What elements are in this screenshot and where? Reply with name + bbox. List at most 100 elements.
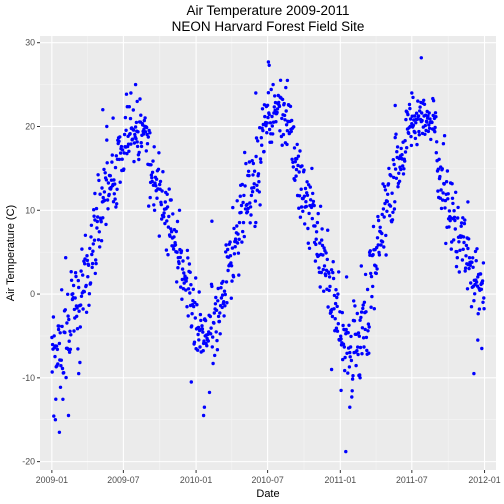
data-point bbox=[280, 143, 284, 147]
data-point bbox=[334, 288, 338, 292]
data-point bbox=[265, 121, 269, 125]
data-point bbox=[222, 289, 227, 293]
data-point bbox=[299, 187, 303, 191]
data-point bbox=[85, 254, 89, 258]
data-point bbox=[275, 107, 280, 111]
data-point bbox=[469, 305, 474, 309]
data-point bbox=[411, 95, 415, 100]
data-point bbox=[284, 109, 288, 113]
data-point bbox=[318, 241, 322, 245]
data-point bbox=[460, 258, 465, 262]
data-point bbox=[52, 414, 56, 418]
data-point bbox=[223, 292, 227, 297]
data-point bbox=[252, 182, 256, 186]
data-point bbox=[308, 185, 312, 189]
data-point bbox=[423, 132, 427, 136]
data-point bbox=[474, 259, 478, 263]
data-point bbox=[388, 204, 393, 208]
data-point bbox=[95, 219, 100, 224]
data-point bbox=[177, 261, 181, 266]
data-point bbox=[390, 218, 395, 222]
data-point bbox=[481, 261, 486, 265]
data-point bbox=[137, 157, 141, 162]
data-point bbox=[452, 215, 457, 219]
data-point bbox=[228, 254, 233, 258]
data-point bbox=[255, 183, 259, 187]
data-point bbox=[128, 132, 132, 136]
data-point bbox=[52, 334, 56, 338]
data-point bbox=[93, 271, 98, 276]
data-point bbox=[71, 283, 76, 288]
data-point bbox=[101, 195, 105, 200]
data-point bbox=[207, 390, 212, 395]
data-point bbox=[113, 165, 118, 170]
data-point bbox=[476, 338, 480, 342]
data-point bbox=[265, 103, 270, 108]
data-point bbox=[472, 371, 476, 376]
data-point bbox=[384, 253, 388, 257]
data-point bbox=[461, 235, 466, 239]
data-point bbox=[270, 114, 274, 119]
data-point bbox=[138, 97, 142, 101]
data-point bbox=[260, 107, 265, 111]
data-point bbox=[216, 286, 220, 291]
data-point bbox=[326, 228, 330, 232]
data-point bbox=[66, 314, 70, 318]
data-point bbox=[180, 297, 184, 301]
data-point bbox=[89, 223, 94, 227]
data-point bbox=[420, 118, 424, 123]
data-point bbox=[91, 242, 96, 246]
data-point bbox=[91, 249, 95, 253]
data-point bbox=[166, 225, 171, 229]
data-point bbox=[229, 296, 233, 300]
data-point bbox=[139, 144, 144, 149]
data-point bbox=[283, 118, 287, 122]
data-point bbox=[465, 287, 470, 291]
data-point bbox=[248, 201, 252, 205]
data-point bbox=[301, 209, 305, 213]
data-point bbox=[175, 250, 179, 254]
data-point bbox=[102, 190, 107, 194]
data-point bbox=[160, 217, 164, 221]
data-point bbox=[416, 114, 421, 118]
data-point bbox=[219, 286, 223, 290]
data-point bbox=[210, 284, 214, 289]
data-point bbox=[383, 188, 388, 192]
data-point bbox=[196, 332, 200, 337]
data-point bbox=[284, 85, 288, 90]
data-point bbox=[297, 170, 301, 174]
data-point bbox=[456, 216, 460, 220]
data-point bbox=[125, 151, 129, 156]
data-point bbox=[428, 117, 432, 121]
data-point bbox=[288, 104, 293, 109]
data-point bbox=[393, 135, 397, 140]
data-point bbox=[154, 177, 159, 181]
data-point bbox=[97, 178, 101, 183]
data-point bbox=[273, 94, 277, 98]
data-point bbox=[450, 196, 455, 200]
x-tick-label: 2009-01 bbox=[36, 475, 68, 485]
data-point bbox=[357, 334, 361, 338]
data-point bbox=[298, 215, 303, 219]
data-point bbox=[392, 162, 396, 167]
data-point bbox=[368, 249, 372, 253]
data-point bbox=[259, 160, 263, 164]
data-point bbox=[411, 123, 416, 128]
data-point bbox=[112, 192, 117, 196]
data-point bbox=[63, 256, 68, 260]
data-point bbox=[186, 287, 191, 291]
data-point bbox=[76, 347, 80, 351]
data-point bbox=[57, 341, 62, 346]
data-point bbox=[417, 129, 421, 134]
data-point bbox=[463, 266, 468, 270]
data-point bbox=[261, 128, 265, 133]
data-point bbox=[331, 276, 336, 281]
data-point bbox=[453, 218, 457, 223]
data-point bbox=[397, 156, 401, 161]
data-point bbox=[330, 314, 335, 319]
data-point bbox=[363, 327, 367, 332]
data-point bbox=[84, 310, 89, 314]
data-point bbox=[209, 332, 213, 336]
data-point bbox=[440, 167, 444, 171]
data-point bbox=[95, 226, 99, 230]
